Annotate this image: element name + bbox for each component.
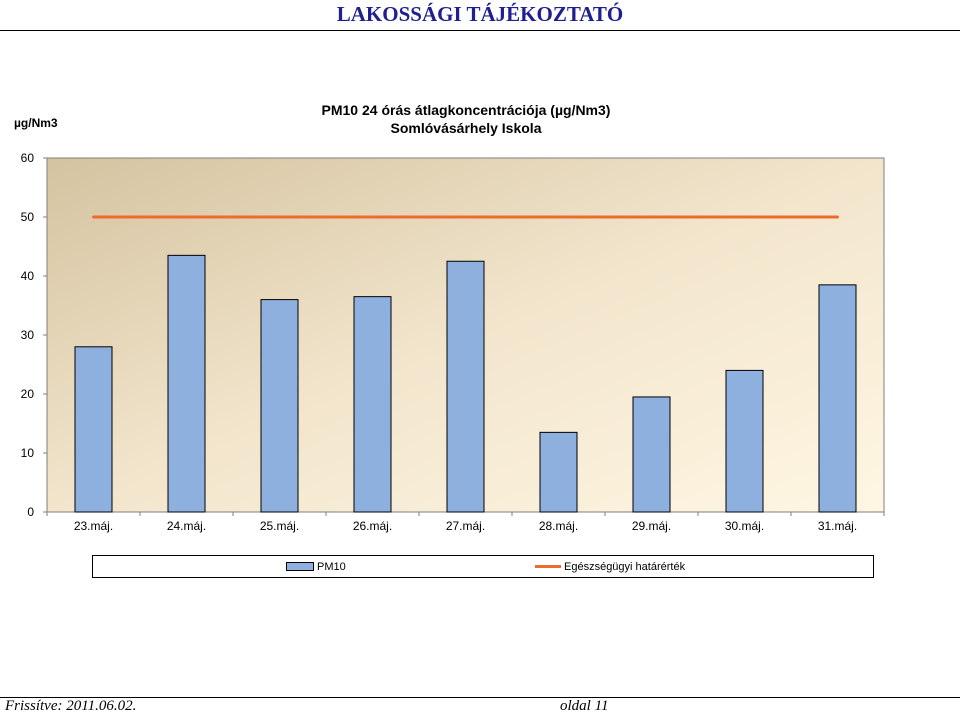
x-tick-label: 24.máj. [167, 519, 206, 533]
bar-series [74, 254, 857, 513]
x-tick-label: 26.máj. [353, 519, 392, 533]
bar [539, 431, 578, 513]
legend-label-pm10: PM10 [317, 560, 346, 573]
x-tick-label: 29.máj. [632, 519, 671, 533]
legend: PM10 Egészségügyi határérték [92, 555, 874, 578]
bar [725, 369, 764, 513]
x-tick-label: 31.máj. [818, 519, 857, 533]
bar [818, 284, 857, 513]
x-tick-label: 30.máj. [725, 519, 764, 533]
chart-svg: µg/Nm3 PM10 24 órás átlagkoncentrációja … [14, 102, 885, 533]
chart: µg/Nm3 PM10 24 órás átlagkoncentrációja … [0, 85, 960, 585]
legend-swatch-line [535, 565, 561, 568]
x-axis: 23.máj. 24.máj. 25.máj. 26.máj. 27.máj. 28.má… [46, 511, 885, 533]
chart-subtitle: Somlóvásárhely Iskola [391, 120, 542, 136]
x-tick-label: 25.máj. [260, 519, 299, 533]
x-tick-label: 28.máj. [539, 519, 578, 533]
footer-page-number: oldal 11 [560, 698, 609, 714]
chart-title: PM10 24 órás átlagkoncentrációja (µg/Nm3… [322, 102, 611, 118]
page-header: LAKOSSÁGI TÁJÉKOZTATÓ [0, 0, 960, 31]
y-tick-label: 40 [21, 269, 35, 283]
bar [74, 346, 113, 513]
bar [167, 254, 206, 513]
footer-updated: Frissítve: 2011.06.02. [5, 698, 137, 714]
x-tick-label: 27.máj. [446, 519, 485, 533]
y-tick-label: 50 [21, 210, 35, 224]
y-tick-label: 60 [21, 151, 35, 165]
bar [353, 296, 392, 513]
y-axis: 0 10 20 30 40 50 60 [21, 151, 48, 519]
x-tick-label: 23.máj. [74, 519, 113, 533]
y-tick-label: 20 [21, 387, 35, 401]
legend-label-limit: Egészségügyi határérték [564, 560, 686, 573]
legend-item-pm10: PM10 [286, 556, 346, 577]
legend-item-limit: Egészségügyi határérték [535, 556, 685, 577]
legend-swatch-bar [286, 562, 314, 571]
page-title: LAKOSSÁGI TÁJÉKOZTATÓ [336, 2, 624, 26]
bar [632, 396, 671, 513]
page-footer: Frissítve: 2011.06.02. oldal 11 [0, 697, 960, 715]
y-tick-label: 10 [21, 446, 35, 460]
y-tick-label: 0 [27, 505, 34, 519]
bar [446, 260, 485, 513]
y-axis-unit-label: µg/Nm3 [14, 116, 58, 130]
y-tick-label: 30 [21, 328, 35, 342]
bar [260, 299, 299, 513]
